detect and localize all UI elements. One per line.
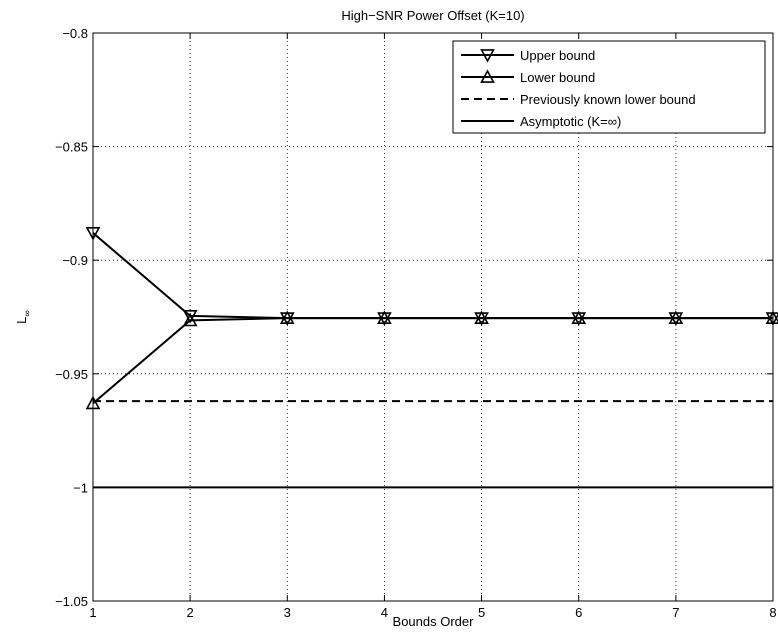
data-point-marker	[474, 310, 489, 325]
y-axis-label-main: L	[14, 317, 29, 324]
x-axis-label: Bounds Order	[393, 614, 475, 629]
data-point-marker	[668, 310, 684, 325]
legend-label: Asymptotic (K=∞)	[520, 114, 621, 129]
y-tick-label: −0.95	[55, 367, 88, 382]
y-tick-label: −1.05	[55, 594, 88, 609]
data-point-marker	[182, 309, 198, 324]
x-tick-label: 8	[769, 605, 776, 620]
chart-title: High−SNR Power Offset (K=10)	[341, 8, 524, 23]
series-1	[85, 310, 778, 410]
plot-frame	[92, 32, 774, 602]
legend: Upper bound Lower bound Previously known l…	[452, 40, 766, 134]
data-point-marker	[279, 310, 295, 325]
legend-marker	[480, 69, 495, 83]
legend-label: Previously known lower bound	[520, 92, 696, 107]
data-point-marker	[182, 312, 198, 327]
series-layer	[85, 227, 778, 489]
legend-box	[452, 40, 766, 134]
y-tick-label: −0.9	[62, 253, 88, 268]
legend-marker	[480, 49, 495, 63]
x-tick-label: 7	[672, 605, 679, 620]
y-tick-label: −0.85	[55, 140, 88, 155]
legend-label: Lower bound	[520, 70, 595, 85]
y-axis-label-subscript: ∞	[22, 310, 32, 316]
x-tick-label: 1	[89, 605, 96, 620]
x-tick-label: 5	[478, 605, 485, 620]
x-tick-labels: 1 2 3 4 5 6 7 8	[89, 605, 776, 620]
x-tick-label: 6	[575, 605, 582, 620]
legend-label: Upper bound	[520, 48, 595, 63]
legend-entries: Upper bound Lower bound Previously known l…	[461, 48, 696, 129]
x-tick-label: 2	[187, 605, 194, 620]
x-tick-label: 3	[284, 605, 291, 620]
x-tick-label: 4	[381, 605, 388, 620]
series-line	[92, 317, 773, 405]
axis-ticks	[92, 32, 774, 602]
data-point-marker	[571, 310, 587, 325]
y-tick-label: −1	[73, 480, 88, 495]
y-axis-label: L∞	[14, 310, 32, 324]
data-point-marker	[377, 310, 392, 325]
y-tick-labels: −1.05 −1 −0.95 −0.9 −0.85 −0.8	[55, 26, 88, 609]
y-tick-label: −0.8	[62, 26, 88, 41]
